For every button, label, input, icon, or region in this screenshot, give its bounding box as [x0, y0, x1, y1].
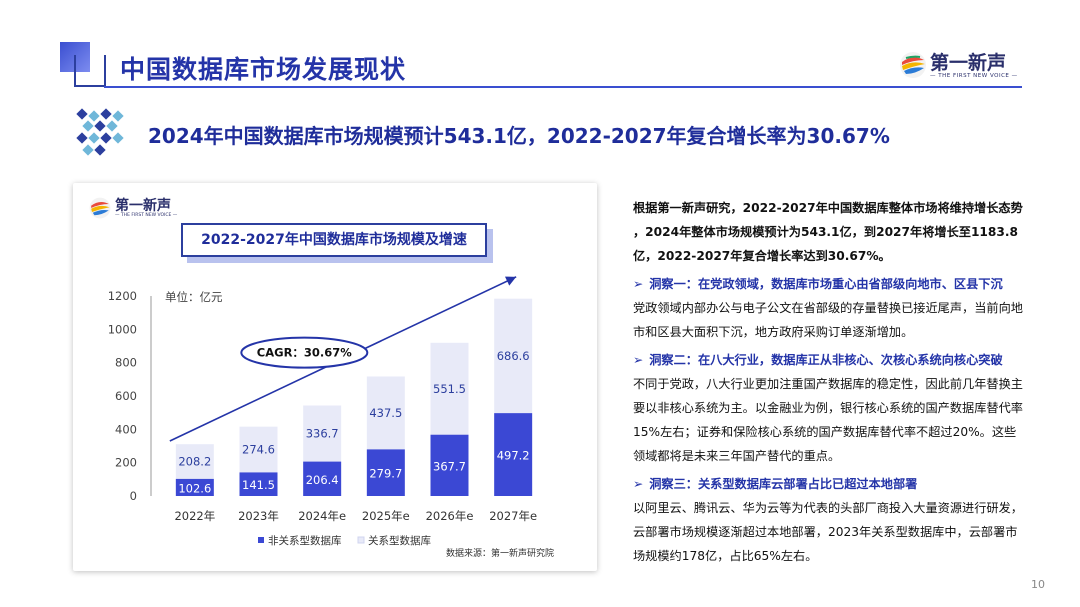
data-label-relational: 274.6: [242, 443, 275, 457]
card-brand-logo-icon: [89, 197, 111, 219]
data-label-relational: 208.2: [178, 455, 211, 469]
legend-label: 关系型数据库: [368, 534, 431, 547]
insight-3-body: 以阿里云、腾讯云、华为云等为代表的头部厂商投入大量资源进行研发，云部署市场规模逐…: [633, 501, 1023, 563]
legend-swatch: [258, 537, 264, 543]
data-label-nonrelational: 102.6: [178, 481, 211, 495]
insight-3-title: 洞察三：关系型数据库云部署占比已超过本地部署: [649, 477, 918, 491]
bar-segment-nonrelational: [366, 449, 405, 496]
bar-segment-nonrelational: [430, 434, 469, 496]
bar-segment-nonrelational: [175, 478, 214, 496]
insight-2-title: 洞察二：在八大行业，数据库正从非核心、次核心系统向核心突破: [649, 353, 1003, 367]
data-label-nonrelational: 497.2: [497, 449, 530, 463]
bar-chart: 0 200 400 600 800 1000 1200 102.6 208.2 2022年 141.…: [108, 276, 537, 547]
chart-title: 2022-2027年中国数据库市场规模及增速: [181, 223, 487, 257]
card-brand-tagline: — THE FIRST NEW VOICE —: [115, 213, 178, 218]
source-note: 数据来源：第一新声研究院: [446, 549, 555, 559]
bar-segment-relational: [303, 405, 342, 462]
data-label-nonrelational: 206.4: [306, 473, 339, 487]
arrow-icon: ➢: [633, 477, 644, 491]
data-label-nonrelational: 279.7: [369, 467, 402, 481]
bar-segment-nonrelational: [239, 472, 278, 496]
data-label-nonrelational: 367.7: [433, 459, 466, 473]
diamond-grid-icon: [76, 108, 124, 156]
unit-label: 单位：亿元: [165, 290, 223, 304]
brand-name: 第一新声: [930, 52, 1007, 74]
y-tick-label: 1000: [108, 322, 137, 336]
y-tick-label: 0: [130, 489, 137, 503]
y-tick-label: 200: [115, 456, 137, 470]
data-label-relational: 551.5: [433, 382, 466, 396]
data-label-relational: 336.7: [306, 427, 339, 441]
data-label-nonrelational: 141.5: [242, 478, 275, 492]
legend-swatch: [357, 536, 365, 544]
bar-segment-nonrelational: [303, 461, 342, 496]
data-label-relational: 686.6: [497, 349, 530, 363]
page-title: 中国数据库市场发展现状: [120, 55, 407, 84]
page-number: 10: [1031, 578, 1045, 591]
insight-2-heading: ➢ 洞察二：在八大行业，数据库正从非核心、次核心系统向核心突破: [633, 348, 1023, 372]
intro-paragraph: 根据第一新声研究，2022-2027年中国数据库整体市场将维持增长态势 ，202…: [633, 201, 1023, 263]
brand-logo-icon: [900, 52, 926, 78]
x-tick-label: 2026年e: [426, 509, 474, 523]
insight-3-heading: ➢ 洞察三：关系型数据库云部署占比已超过本地部署: [633, 472, 1023, 496]
bar-segment-nonrelational: [494, 413, 533, 496]
brand-logo: 第一新声 — THE FIRST NEW VOICE —: [898, 46, 1028, 82]
x-tick-label: 2025年e: [362, 509, 410, 523]
legend-label: 非关系型数据库: [268, 534, 342, 547]
analysis-text: 根据第一新声研究，2022-2027年中国数据库整体市场将维持增长态势 ，202…: [633, 196, 1023, 572]
arrow-icon: ➢: [633, 277, 644, 291]
y-tick-label: 600: [115, 389, 137, 403]
insight-1-heading: ➢ 洞察一：在党政领域，数据库市场重心由省部级向地市、区县下沉: [633, 272, 1023, 296]
trend-arrow-head: [504, 276, 517, 286]
insight-1-body: 党政领域内部办公与电子公文在省部级的存量替换已接近尾声，当前向地市和区县大面积下…: [633, 301, 1023, 339]
brand-tagline: — THE FIRST NEW VOICE —: [930, 73, 1018, 79]
header-divider: [104, 86, 1022, 88]
data-label-relational: 437.5: [369, 406, 402, 420]
y-tick-label: 400: [115, 422, 137, 436]
bar-segment-relational: [430, 342, 469, 435]
title-decoration-outline-left: [74, 55, 76, 87]
y-tick-label: 1200: [108, 289, 137, 303]
bar-segment-relational: [239, 426, 278, 473]
x-tick-label: 2023年: [238, 509, 279, 523]
y-tick-label: 800: [115, 356, 137, 370]
cagr-ellipse: [240, 336, 369, 369]
title-decoration-outline: [74, 55, 106, 87]
bar-segment-relational: [366, 376, 405, 450]
bar-segment-relational: [494, 298, 533, 414]
arrow-icon: ➢: [633, 353, 644, 367]
bar-segment-relational: [175, 444, 214, 479]
x-tick-label: 2024年e: [298, 509, 346, 523]
card-brand-name: 第一新声: [115, 198, 171, 214]
slide-subtitle: 2024年中国数据库市场规模预计543.1亿，2022-2027年复合增长率为3…: [148, 124, 890, 148]
x-tick-label: 2022年: [174, 509, 215, 523]
insight-1-title: 洞察一：在党政领域，数据库市场重心由省部级向地市、区县下沉: [649, 277, 1003, 291]
x-tick-label: 2027年e: [489, 509, 537, 523]
cagr-label: CAGR：30.67%: [257, 346, 353, 360]
insight-2-body: 不同于党政，八大行业更加注重国产数据库的稳定性，因此前几年替换主要以非核心系统为…: [633, 377, 1023, 463]
